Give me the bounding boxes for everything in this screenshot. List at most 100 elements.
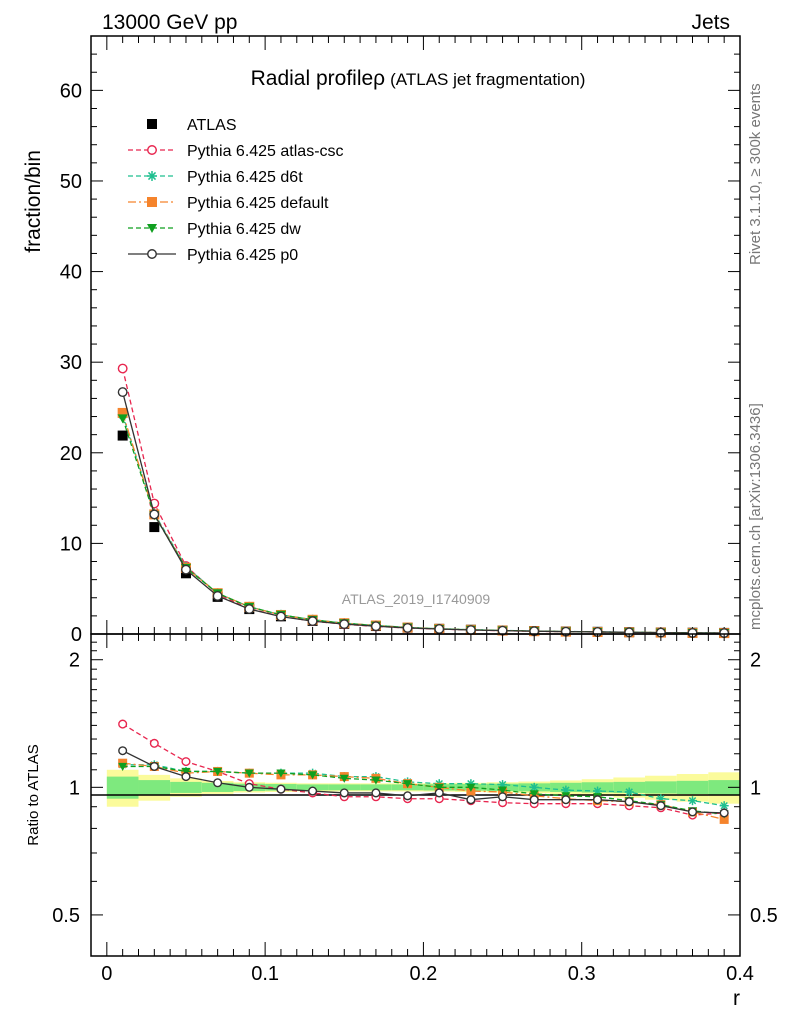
data-point xyxy=(593,795,603,805)
ratio-y-tick-label-right: 2 xyxy=(750,650,761,672)
ratio-x-axis: 0 0.1 0.2 0.3 0.4 xyxy=(90,634,754,985)
ratio-band-inner xyxy=(360,784,392,791)
data-point xyxy=(244,769,254,778)
data-point xyxy=(561,795,571,805)
main-y-tick-label: 60 xyxy=(60,80,82,102)
data-point xyxy=(624,797,634,807)
series-line xyxy=(122,391,725,634)
mcplots-label: mcplots.cern.ch [arXiv:1306.3436] xyxy=(747,403,764,630)
ratio-band-inner xyxy=(138,780,171,795)
legend-marker xyxy=(147,224,157,233)
ratio-band-inner xyxy=(613,781,646,793)
data-point xyxy=(308,771,318,780)
data-point xyxy=(118,719,128,729)
legend-label: Pythia 6.425 dw xyxy=(187,221,301,238)
data-point xyxy=(117,407,128,418)
legend-item: Pythia 6.425 d6t xyxy=(128,169,303,186)
chart-title-main: Radial profile xyxy=(251,67,374,90)
x-tick-label: 0 xyxy=(101,963,112,985)
legend-marker xyxy=(147,249,157,259)
legend-marker xyxy=(147,197,157,207)
ratio-y-tick-label-right: 1 xyxy=(750,777,761,799)
data-point xyxy=(149,738,159,748)
data-point xyxy=(498,786,508,795)
data-point xyxy=(244,604,255,615)
main-y-tick-label: 10 xyxy=(60,533,82,555)
x-tick-label: 0.4 xyxy=(726,963,754,985)
data-point xyxy=(339,619,350,630)
data-point xyxy=(181,564,191,575)
data-point xyxy=(149,509,160,520)
ratio-y-axis: 0.5 0.5 1 1 2 2 xyxy=(52,641,778,957)
data-point xyxy=(117,363,128,374)
data-point xyxy=(434,788,444,798)
data-point xyxy=(276,611,286,622)
legend-marker xyxy=(147,145,157,155)
data-point xyxy=(118,762,128,771)
data-point xyxy=(403,791,413,801)
legend-label: Pythia 6.425 d6t xyxy=(187,169,303,186)
x-axis-label: r xyxy=(733,987,740,1010)
ratio-bands xyxy=(106,769,740,807)
data-point xyxy=(688,796,698,806)
data-point xyxy=(529,790,539,799)
ratio-band-inner xyxy=(106,776,139,799)
main-y-tick-label: 0 xyxy=(71,624,82,646)
x-tick-label: 0.3 xyxy=(568,963,596,985)
series-pythia-6-425-p0 xyxy=(118,746,729,818)
legend-item: Pythia 6.425 dw xyxy=(128,221,301,238)
data-point xyxy=(687,807,698,817)
series-line xyxy=(122,750,725,814)
header-right: Jets xyxy=(691,11,730,34)
ratio-series xyxy=(118,719,729,824)
ratio-band-inner xyxy=(201,782,234,792)
main-y-label: fraction/bin xyxy=(22,150,45,253)
data-point xyxy=(719,808,729,818)
legend-item: Pythia 6.425 p0 xyxy=(128,247,298,264)
series-pythia-6-425-atlas-csc xyxy=(118,719,729,820)
main-y-tick-label: 50 xyxy=(60,171,82,193)
data-point xyxy=(181,767,191,776)
legend: ATLAS Pythia 6.425 atlas-csc Pythia 6.425 … xyxy=(128,117,344,264)
x-tick-label: 0.1 xyxy=(251,963,279,985)
data-point xyxy=(624,787,634,797)
data-point xyxy=(181,757,191,767)
data-point xyxy=(308,786,318,796)
data-point xyxy=(149,761,159,771)
main-y-tick-label: 30 xyxy=(60,352,82,374)
data-point xyxy=(149,522,160,533)
analysis-id: ATLAS_2019_I1740909 xyxy=(342,591,491,607)
data-point xyxy=(213,778,223,788)
ratio-y-tick-label: 2 xyxy=(69,650,80,672)
legend-label: Pythia 6.425 p0 xyxy=(187,247,298,264)
series-line xyxy=(122,368,725,634)
main-y-tick-label: 40 xyxy=(60,262,82,284)
data-point xyxy=(719,814,729,824)
main-y-tick-label: 20 xyxy=(60,443,82,465)
data-point xyxy=(213,767,223,776)
header-left: 13000 GeV pp xyxy=(102,11,237,34)
data-point xyxy=(117,387,128,398)
data-point xyxy=(434,624,445,634)
data-point xyxy=(403,780,413,789)
ratio-band-inner xyxy=(170,781,202,793)
data-point xyxy=(466,783,476,792)
series-line xyxy=(122,418,725,634)
ratio-band-inner xyxy=(328,784,361,791)
data-point xyxy=(529,795,539,805)
legend-marker xyxy=(147,171,157,181)
series-line xyxy=(122,723,725,816)
ratio-panel: 0.5 0.51 12 2 0 0.1 0.2 0.3 0.4 Ratio to ATLAS … xyxy=(25,633,778,1010)
data-point xyxy=(371,776,381,785)
data-point xyxy=(498,792,508,802)
data-point xyxy=(656,801,666,811)
legend-item: Pythia 6.425 default xyxy=(128,195,329,212)
ratio-frame xyxy=(90,633,741,957)
chart-title-symbol: ρ xyxy=(373,67,385,90)
series-line xyxy=(122,765,725,815)
data-point xyxy=(339,788,349,798)
data-point xyxy=(370,621,381,632)
ratio-y-tick-label: 0.5 xyxy=(52,905,80,927)
data-point xyxy=(212,590,223,601)
